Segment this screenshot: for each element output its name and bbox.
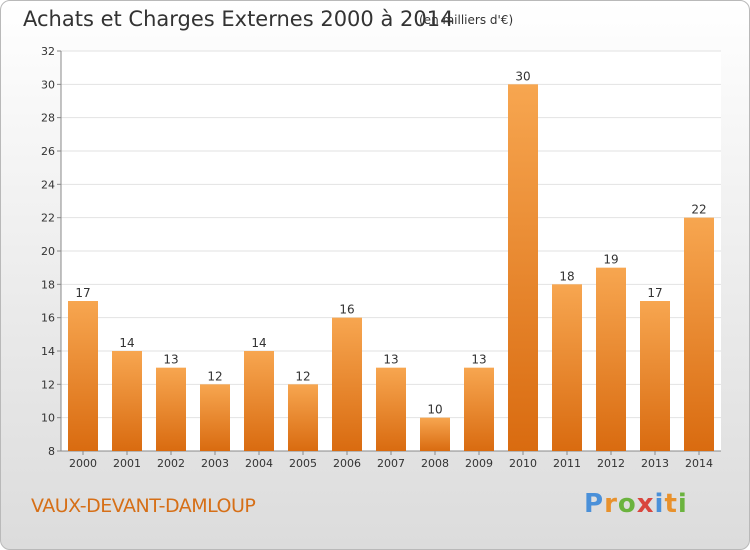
bar-value-label: 13 — [383, 353, 398, 367]
logo-letter: t — [664, 489, 678, 519]
bar-value-label: 30 — [515, 69, 530, 83]
y-tick-label: 18 — [41, 278, 55, 291]
x-tick-label: 2005 — [289, 457, 317, 470]
y-tick-label: 24 — [41, 178, 55, 191]
y-tick-label: 26 — [41, 145, 55, 158]
bar-value-label: 10 — [427, 403, 442, 417]
x-tick-label: 2011 — [553, 457, 581, 470]
y-tick-label: 32 — [41, 45, 55, 58]
y-tick-label: 16 — [41, 312, 55, 325]
bar — [552, 284, 582, 451]
bar-value-label: 13 — [163, 353, 178, 367]
bar — [420, 417, 450, 451]
bar-value-label: 19 — [603, 253, 618, 267]
bar — [508, 84, 538, 451]
y-tick-label: 12 — [41, 378, 55, 391]
logo-letter: i — [677, 489, 688, 519]
x-tick-label: 2012 — [597, 457, 625, 470]
y-tick-label: 8 — [48, 445, 55, 458]
x-tick-label: 2009 — [465, 457, 493, 470]
logo-letter: i — [654, 489, 665, 519]
chart-subtitle: (en milliers d'€) — [419, 13, 514, 27]
bar-value-label: 16 — [339, 303, 354, 317]
x-tick-label: 2010 — [509, 457, 537, 470]
bar — [596, 267, 626, 451]
y-tick-label: 28 — [41, 112, 55, 125]
y-tick-label: 14 — [41, 345, 55, 358]
chart-title: Achats et Charges Externes 2000 à 2014 — [23, 7, 454, 31]
bar-value-label: 12 — [207, 369, 222, 383]
x-tick-label: 2000 — [69, 457, 97, 470]
bar — [464, 367, 494, 451]
x-tick-label: 2003 — [201, 457, 229, 470]
bar — [288, 384, 318, 451]
bar-value-label: 22 — [691, 203, 706, 217]
x-tick-label: 2006 — [333, 457, 361, 470]
bar — [376, 367, 406, 451]
y-tick-label: 30 — [41, 78, 55, 91]
logo-letter: P — [584, 489, 605, 519]
bar — [156, 367, 186, 451]
x-tick-label: 2008 — [421, 457, 449, 470]
bar-value-label: 14 — [119, 336, 134, 350]
x-tick-label: 2014 — [685, 457, 713, 470]
x-tick-label: 2002 — [157, 457, 185, 470]
logo-letter: x — [636, 489, 655, 519]
x-tick-label: 2004 — [245, 457, 273, 470]
bar-value-label: 17 — [75, 286, 90, 300]
bar-value-label: 18 — [559, 269, 574, 283]
bar — [112, 351, 142, 451]
y-tick-label: 20 — [41, 245, 55, 258]
x-tick-label: 2001 — [113, 457, 141, 470]
bar — [684, 217, 714, 451]
bar — [332, 317, 362, 451]
x-tick-label: 2013 — [641, 457, 669, 470]
bar-value-label: 14 — [251, 336, 266, 350]
y-tick-label: 22 — [41, 212, 55, 225]
bar — [244, 351, 274, 451]
bar — [200, 384, 230, 451]
proxiti-logo: Proxiti — [584, 489, 688, 519]
logo-letter: r — [604, 489, 618, 519]
bar-value-label: 17 — [647, 286, 662, 300]
x-tick-label: 2007 — [377, 457, 405, 470]
y-tick-label: 10 — [41, 412, 55, 425]
bar-value-label: 13 — [471, 353, 486, 367]
commune-name: VAUX-DEVANT-DAMLOUP — [31, 495, 256, 517]
bar — [68, 301, 98, 451]
bar-value-label: 12 — [295, 369, 310, 383]
logo-letter: o — [617, 489, 637, 519]
bar — [640, 301, 670, 451]
